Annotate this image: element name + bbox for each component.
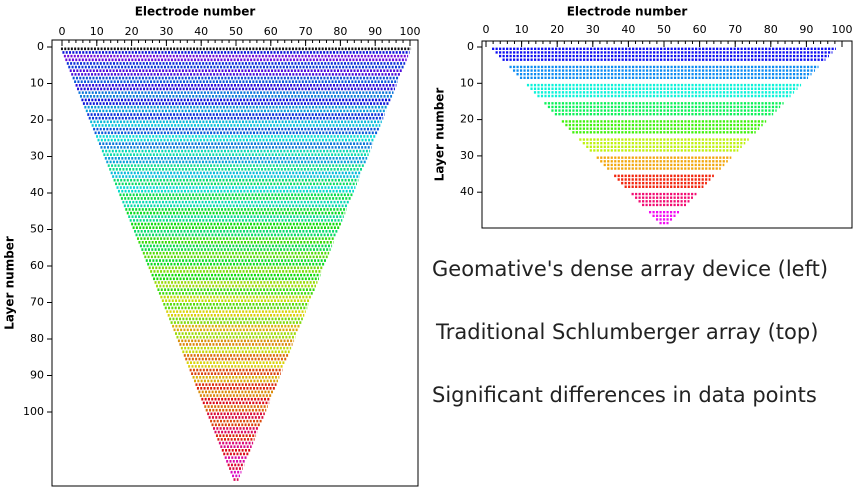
plot-frame bbox=[51, 39, 419, 487]
x-tick-label: 40 bbox=[621, 23, 635, 36]
y-tick-label: 10 bbox=[460, 76, 474, 89]
x-tick-label: 60 bbox=[264, 25, 278, 38]
y-tick-label: 40 bbox=[30, 186, 44, 199]
caption: Geomative's dense array device (left) bbox=[432, 257, 828, 281]
x-tick-label: 100 bbox=[832, 23, 853, 36]
plot-frame bbox=[481, 40, 853, 229]
x-tick-label: 0 bbox=[483, 23, 490, 36]
x-tick-label: 0 bbox=[59, 25, 66, 38]
y-tick-label: 20 bbox=[30, 113, 44, 126]
x-tick-label: 50 bbox=[657, 23, 671, 36]
x-tick-label: 10 bbox=[515, 23, 529, 36]
x-tick-label: 20 bbox=[550, 23, 564, 36]
x-tick-label: 30 bbox=[159, 25, 173, 38]
x-tick-label: 50 bbox=[229, 25, 243, 38]
y-tick-label: 60 bbox=[30, 259, 44, 272]
y-tick-label: 50 bbox=[30, 223, 44, 236]
x-tick-label: 40 bbox=[194, 25, 208, 38]
x-tick-label: 90 bbox=[799, 23, 813, 36]
y-tick-label: 20 bbox=[460, 113, 474, 126]
x-axis-title: Electrode number bbox=[135, 5, 256, 19]
y-tick-label: 0 bbox=[37, 40, 44, 53]
x-tick-label: 20 bbox=[125, 25, 139, 38]
y-tick-label: 40 bbox=[460, 185, 474, 198]
y-tick-label: 10 bbox=[30, 77, 44, 90]
y-tick-label: 30 bbox=[30, 150, 44, 163]
x-tick-label: 80 bbox=[333, 25, 347, 38]
x-tick-label: 70 bbox=[728, 23, 742, 36]
x-tick-label: 80 bbox=[764, 23, 778, 36]
x-tick-label: 100 bbox=[400, 25, 421, 38]
caption: Traditional Schlumberger array (top) bbox=[435, 320, 818, 344]
caption: Significant differences in data points bbox=[432, 383, 817, 407]
x-axis-title: Electrode number bbox=[567, 5, 688, 19]
y-tick-label: 90 bbox=[30, 369, 44, 382]
y-tick-label: 80 bbox=[30, 332, 44, 345]
x-tick-label: 10 bbox=[90, 25, 104, 38]
y-axis-title: Layer number bbox=[3, 236, 17, 330]
x-tick-label: 60 bbox=[693, 23, 707, 36]
x-tick-label: 70 bbox=[299, 25, 313, 38]
y-tick-label: 100 bbox=[23, 405, 44, 418]
y-tick-label: 30 bbox=[460, 149, 474, 162]
x-tick-label: 30 bbox=[586, 23, 600, 36]
y-tick-label: 0 bbox=[467, 40, 474, 53]
y-axis-title: Layer number bbox=[433, 88, 447, 182]
x-tick-label: 90 bbox=[368, 25, 382, 38]
y-tick-label: 70 bbox=[30, 296, 44, 309]
